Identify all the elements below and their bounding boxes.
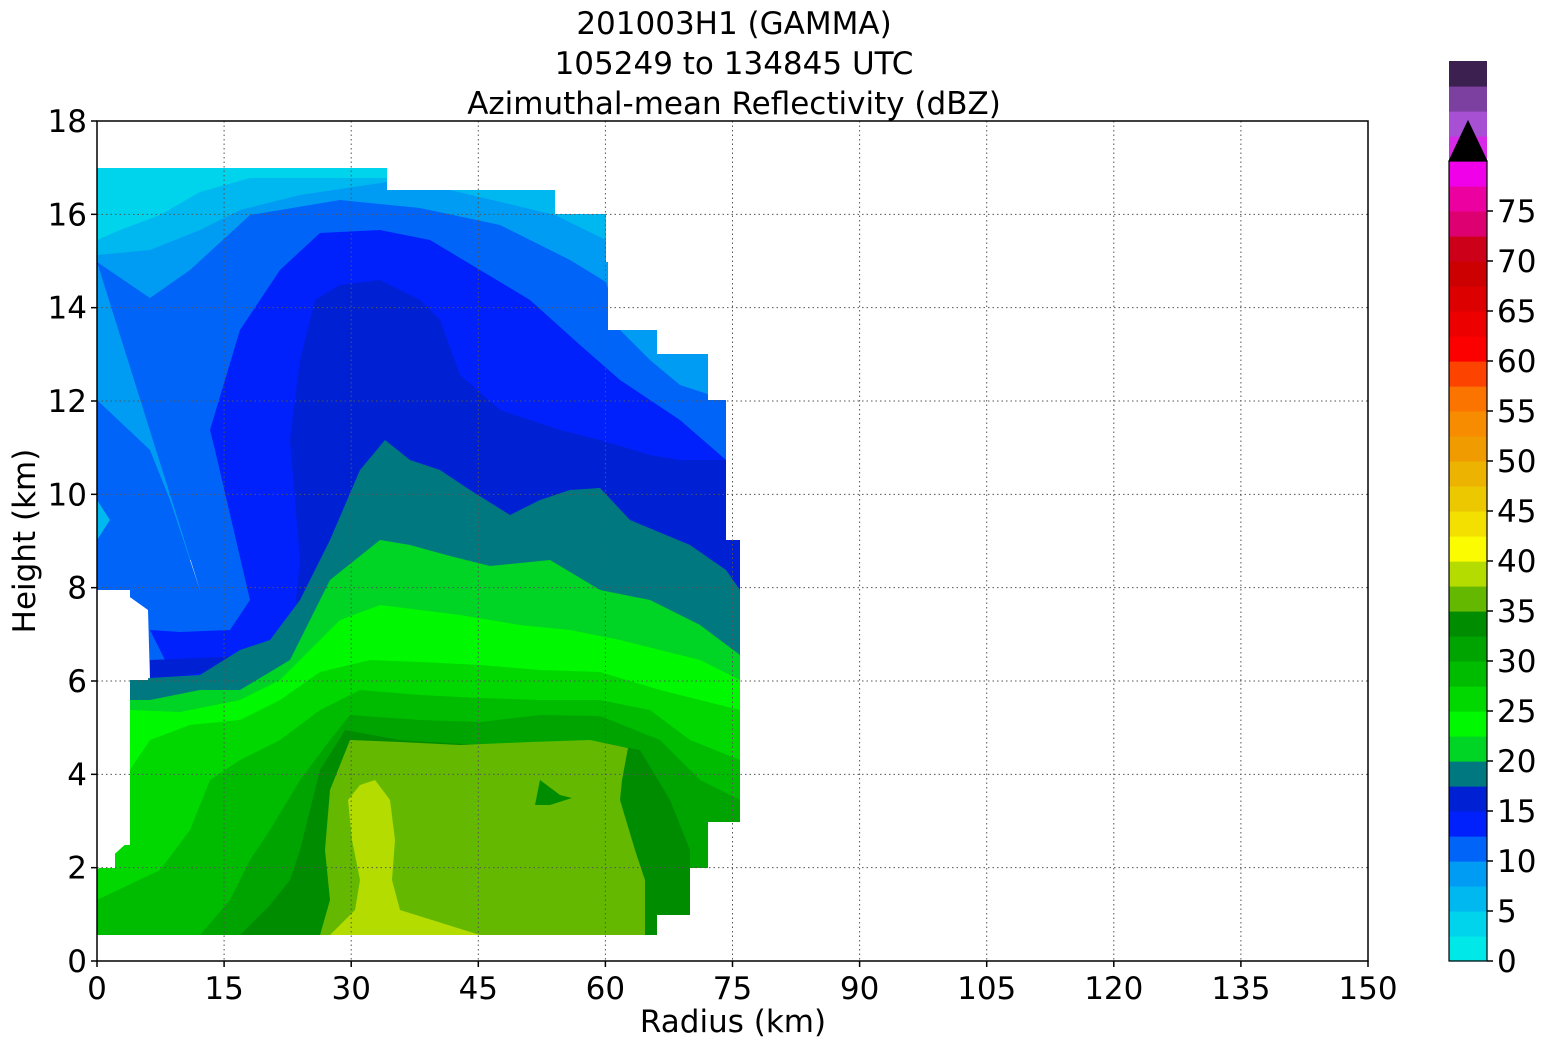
plot-area: 0 15 30 45 60 75 90 105 120 135 150 0 2 4 6 8 10 12 14 16 1… [48,104,1398,1007]
colorbar-segment [1449,286,1487,312]
colorbar-segment [1449,361,1487,387]
colorbar-segment [1449,936,1487,962]
colorbar-tick-label: 20 [1497,744,1536,780]
colorbar-tick-label: 50 [1497,444,1536,480]
mask-left-notch [97,590,148,868]
colorbar-segment [1449,511,1487,537]
y-tick-label: 4 [67,757,87,793]
chart-title-line-1: 201003H1 (GAMMA) [576,6,891,42]
x-tick-label: 150 [1338,971,1397,1007]
band-30-dbz-patch [535,780,572,805]
colorbar-segment [1449,586,1487,612]
chart-title-line-3: Azimuthal-mean Reflectivity (dBZ) [467,86,1001,122]
y-axis-ticks: 0 2 4 6 8 10 12 14 16 18 [48,104,97,980]
x-tick-label: 60 [586,971,625,1007]
x-tick-label: 135 [1211,971,1270,1007]
contour-bands [97,168,740,935]
colorbar-segment [1449,61,1487,87]
colorbar-tick-label: 30 [1497,644,1536,680]
mask-top-strip [97,121,387,168]
colorbar-segment [1449,886,1487,912]
colorbar-tick-label: 45 [1497,494,1536,530]
colorbar-segment [1449,836,1487,862]
colorbar-segment [1449,261,1487,287]
colorbar: 0 5 10 15 20 25 30 35 40 45 50 55 60 65 70 75 [1448,61,1536,980]
colorbar-segment [1449,411,1487,437]
x-tick-label: 0 [87,971,107,1007]
x-tick-label: 105 [957,971,1016,1007]
y-tick-label: 6 [67,664,87,700]
colorbar-segment [1449,736,1487,762]
colorbar-segment [1449,436,1487,462]
band-32-5-35-dbz-olive [320,740,645,935]
colorbar-tick-label: 65 [1497,294,1536,330]
colorbar-tick-label: 55 [1497,394,1536,430]
x-tick-label: 45 [459,971,498,1007]
y-tick-label: 2 [67,851,87,887]
y-tick-label: 12 [48,384,87,420]
x-tick-label: 75 [713,971,752,1007]
x-tick-label: 15 [204,971,243,1007]
y-tick-label: 0 [67,944,87,980]
y-tick-label: 14 [48,291,87,327]
grid-lines [97,121,1368,961]
colorbar-segment [1449,161,1487,187]
colorbar-tick-label: 70 [1497,244,1536,280]
x-tick-label: 90 [840,971,879,1007]
y-tick-label: 10 [48,477,87,513]
colorbar-tick-label: 10 [1497,844,1536,880]
colorbar-tick-label: 40 [1497,544,1536,580]
no-data-mask [97,121,1368,961]
colorbar-segment [1449,761,1487,787]
colorbar-segment [1449,211,1487,237]
colorbar-segment [1449,811,1487,837]
y-tick-label: 8 [67,571,87,607]
colorbar-tick-label: 15 [1497,794,1536,830]
colorbar-segment [1449,911,1487,937]
colorbar-segment [1449,561,1487,587]
colorbar-segment [1449,861,1487,887]
colorbar-segment [1449,386,1487,412]
band-35-dbz-lime [330,780,480,935]
colorbar-segment [1449,486,1487,512]
colorbar-segment [1449,311,1487,337]
colorbar-segment [1449,686,1487,712]
colorbar-tick-label: 35 [1497,594,1536,630]
colorbar-segment [1449,461,1487,487]
y-tick-label: 16 [48,197,87,233]
y-axis-label: Height (km) [7,449,43,634]
colorbar-segment [1449,611,1487,637]
colorbar-segment [1449,536,1487,562]
colorbar-segment [1449,86,1487,112]
colorbar-segment [1449,186,1487,212]
chart-title-line-2: 105249 to 134845 UTC [555,46,914,82]
colorbar-tick-label: 25 [1497,694,1536,730]
colorbar-tick-label: 0 [1497,944,1517,980]
y-tick-label: 18 [48,104,87,140]
colorbar-tick-label: 60 [1497,344,1536,380]
colorbar-segment [1449,636,1487,662]
x-axis-ticks: 0 15 30 45 60 75 90 105 120 135 150 [87,961,1398,1007]
colorbar-segment [1449,711,1487,737]
colorbar-tick-label: 75 [1497,194,1536,230]
colorbar-tick-label: 5 [1497,894,1517,930]
colorbar-segment [1449,236,1487,262]
x-tick-label: 120 [1084,971,1143,1007]
x-tick-label: 30 [331,971,370,1007]
mask-top-right [97,121,1368,961]
colorbar-segment [1449,786,1487,812]
x-axis-label: Radius (km) [640,1004,826,1040]
colorbar-segment [1449,661,1487,687]
colorbar-segment [1449,336,1487,362]
